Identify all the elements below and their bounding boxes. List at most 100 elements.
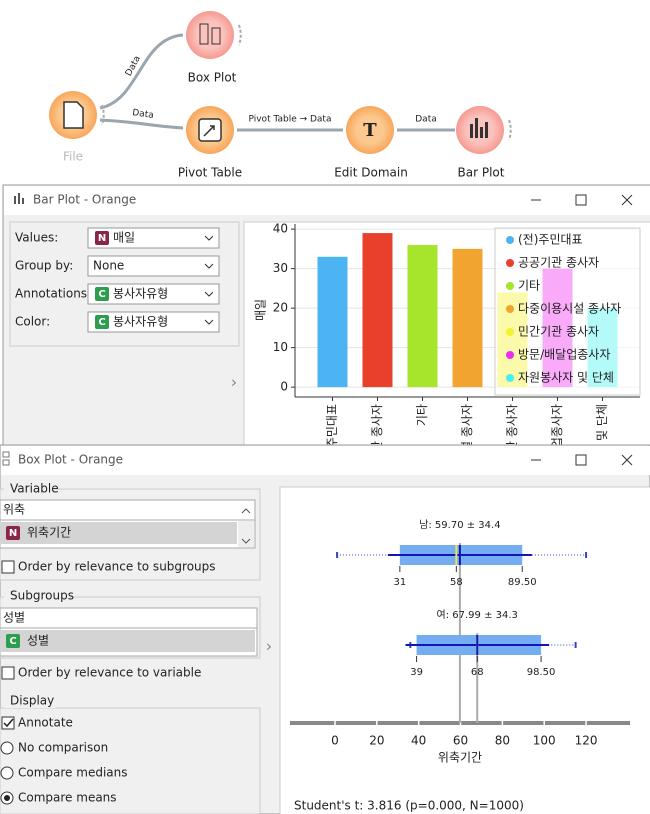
bar	[362, 233, 393, 388]
link	[99, 33, 184, 110]
legend-swatch	[506, 305, 514, 313]
badge	[6, 526, 20, 540]
scrollbar[interactable]	[238, 521, 254, 547]
combobox[interactable]	[87, 283, 220, 305]
legend-swatch	[506, 236, 514, 244]
chevron	[204, 263, 214, 269]
scroll-arrows[interactable]	[241, 508, 251, 544]
x-axis-label: 위축기간	[438, 751, 482, 765]
badge	[6, 634, 20, 648]
radio-label: Compare means	[18, 791, 117, 805]
y-tick-label: 30	[273, 261, 288, 275]
x-tick-label: 100	[533, 734, 556, 748]
window-icon	[14, 193, 24, 204]
bar	[317, 256, 348, 388]
legend-entry: 공공기관 종사자	[518, 256, 599, 270]
node-file[interactable]	[49, 91, 105, 139]
chevron	[204, 235, 214, 241]
badge-letter: N	[9, 528, 17, 539]
control-label: Color:	[15, 315, 50, 329]
legend-entry: 민간기관 종사자	[518, 325, 599, 339]
checkbox-label: Order by relevance to subgroups	[18, 560, 216, 574]
x-tick-label: 기타	[415, 404, 429, 426]
y-tick-label: 20	[273, 301, 288, 315]
badge-letter: C	[9, 636, 16, 647]
statistic: Student's t: 3.816 (p=0.000, N=1000)	[294, 799, 524, 813]
legend	[494, 227, 641, 396]
legend-swatch	[506, 282, 514, 290]
maximize[interactable]	[575, 454, 587, 466]
search-input[interactable]	[0, 607, 258, 629]
radio-label: Compare medians	[18, 766, 127, 780]
checkbox[interactable]	[1, 666, 15, 680]
node-label: Edit Domain	[334, 166, 408, 180]
legend-swatch	[506, 259, 514, 267]
radio[interactable]	[0, 766, 14, 780]
value-label: 58	[450, 577, 463, 588]
group-box	[0, 596, 261, 659]
bar	[452, 248, 483, 388]
svg-text:T: T	[363, 120, 377, 141]
badge-letter: C	[98, 317, 105, 328]
value-label: 39	[410, 667, 423, 678]
title-bar	[1, 446, 650, 475]
list-item-text: 성별	[27, 634, 49, 648]
link-label: Data	[132, 108, 155, 121]
bar	[407, 244, 438, 388]
node-box-plot[interactable]	[186, 11, 242, 59]
close[interactable]	[621, 194, 633, 206]
list-item-selected[interactable]	[1, 630, 255, 652]
box-plot-window: Box Plot - Orange Variable 위축 N 위축기간 Ord…	[0, 444, 650, 814]
control-label: Group by:	[15, 259, 73, 273]
bar-plot-window: Bar Plot - Orange Values: N 매일 Group by: Non…	[2, 184, 650, 507]
annotation: 남: 59.70 ± 34.4	[419, 519, 500, 531]
close[interactable]	[621, 454, 633, 466]
collapse-arrow[interactable]: ›	[231, 373, 237, 392]
checkbox[interactable]	[1, 560, 15, 574]
check-mark	[3, 718, 14, 728]
y-axis-label: 매일	[254, 299, 268, 321]
node-edit-domain[interactable]: T	[346, 106, 394, 154]
search-text: 위축	[3, 503, 25, 517]
list-item-text: 위축기간	[27, 526, 71, 540]
value-label: 89.50	[508, 577, 537, 588]
heading-bg	[4, 589, 70, 603]
legend-swatch	[506, 351, 514, 359]
combobox[interactable]	[87, 255, 220, 277]
list-item-selected[interactable]	[1, 522, 237, 544]
combobox[interactable]	[87, 227, 220, 249]
title-bar	[4, 186, 650, 215]
link-label: Data	[415, 115, 437, 125]
chevron	[204, 291, 214, 297]
search-input[interactable]	[0, 499, 256, 521]
workflow-canvas: Data Data Pivot Table → Data Data File B…	[0, 0, 650, 185]
x-tick-label: 20	[369, 734, 384, 748]
group-heading: Subgroups	[10, 589, 74, 603]
canvas-bg	[0, 0, 650, 185]
checkbox[interactable]	[1, 716, 15, 730]
badge	[95, 315, 109, 329]
checkbox-label: Annotate	[18, 716, 73, 730]
legend-swatch	[506, 328, 514, 336]
y-tick-label: 0	[280, 380, 288, 394]
maximize[interactable]	[575, 194, 587, 206]
combobox-value: None	[93, 259, 124, 273]
annotation: 여: 67.99 ± 34.3	[437, 609, 518, 621]
node-pivot-table[interactable]	[186, 106, 234, 154]
node-label: Bar Plot	[458, 166, 505, 180]
group-box	[0, 707, 261, 814]
heading-bg	[4, 482, 54, 496]
group-heading: Display	[10, 694, 54, 708]
group-heading: Variable	[10, 482, 59, 496]
badge-letter: C	[98, 289, 105, 300]
combobox[interactable]	[87, 311, 220, 333]
x-tick-label: 120	[575, 734, 598, 748]
node-bar-plot[interactable]	[456, 106, 512, 154]
collapse-arrow[interactable]: ›	[266, 637, 272, 656]
radio-label: No comparison	[18, 741, 108, 755]
combobox-value: 봉사자유형	[113, 287, 168, 301]
x-tick-label: 0	[331, 734, 339, 748]
window-title: Box Plot - Orange	[18, 453, 123, 467]
radio[interactable]	[0, 741, 14, 755]
